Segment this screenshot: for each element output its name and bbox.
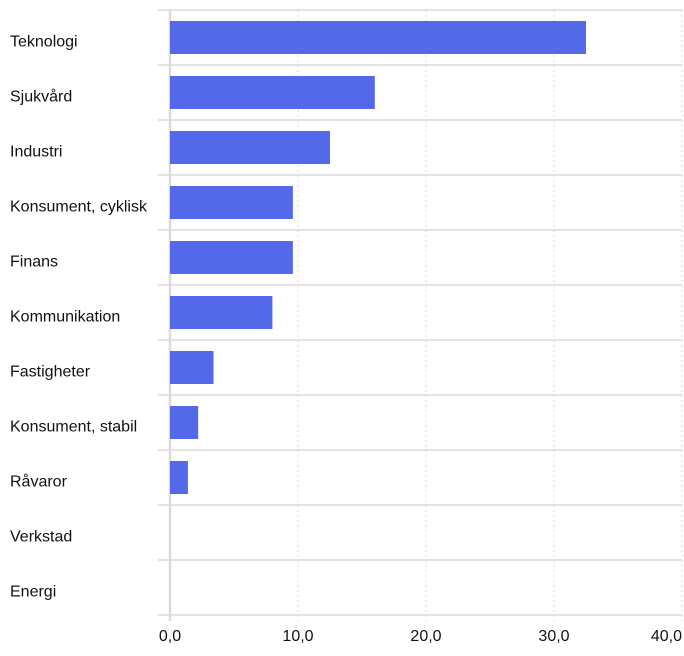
- bars: [170, 21, 586, 494]
- bar: [170, 76, 375, 109]
- category-label: Kommunikation: [10, 309, 120, 326]
- x-tick-label: 30,0: [538, 628, 569, 645]
- x-tick-label: 0,0: [159, 628, 181, 645]
- category-label: Sjukvård: [10, 88, 72, 106]
- x-tick-labels: 0,0 10,0 20,0 30,0 40,0: [159, 628, 682, 645]
- bar: [170, 296, 273, 329]
- x-tick-label: 10,0: [282, 628, 313, 645]
- category-label: Energi: [10, 584, 56, 601]
- category-label: Verkstad: [10, 529, 72, 546]
- bar: [170, 186, 293, 219]
- category-label: Konsument, stabil: [10, 419, 137, 436]
- bar: [170, 21, 586, 54]
- category-label: Konsument, cyklisk: [10, 199, 148, 216]
- category-label: Finans: [10, 254, 58, 271]
- category-labels: Teknologi Sjukvård Industri Konsument, cykl…: [10, 34, 148, 601]
- category-label: Råvaror: [10, 473, 68, 491]
- bar: [170, 351, 214, 384]
- category-label: Industri: [10, 144, 62, 161]
- x-tick-label: 20,0: [410, 628, 441, 645]
- bar: [170, 406, 199, 439]
- category-label: Teknologi: [10, 34, 78, 51]
- row-dividers: [158, 9, 682, 616]
- bar: [170, 241, 293, 274]
- bar: [170, 131, 330, 164]
- x-tick-label: 40,0: [651, 628, 682, 645]
- category-label: Fastigheter: [10, 364, 91, 381]
- bar: [170, 461, 188, 494]
